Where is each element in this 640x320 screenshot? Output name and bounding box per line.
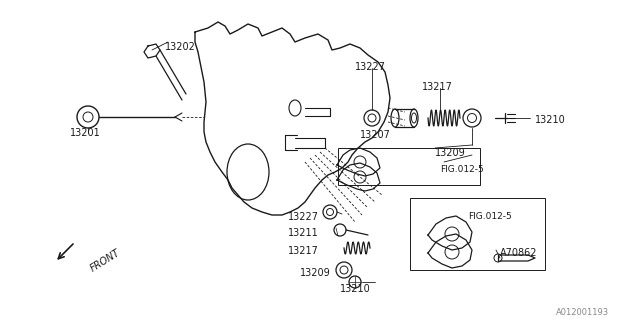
Text: FIG.012-5: FIG.012-5 bbox=[468, 212, 512, 221]
Text: FIG.012-5: FIG.012-5 bbox=[440, 165, 484, 174]
Text: 13210: 13210 bbox=[340, 284, 371, 294]
Text: A012001193: A012001193 bbox=[556, 308, 609, 317]
Text: 13202: 13202 bbox=[165, 42, 196, 52]
Text: 13209: 13209 bbox=[300, 268, 331, 278]
Text: A70862: A70862 bbox=[500, 248, 538, 258]
Text: 13217: 13217 bbox=[288, 246, 319, 256]
Text: 13227: 13227 bbox=[355, 62, 386, 72]
Text: 13209: 13209 bbox=[435, 148, 466, 158]
Text: 13217: 13217 bbox=[422, 82, 453, 92]
Text: 13227: 13227 bbox=[288, 212, 319, 222]
Text: 13210: 13210 bbox=[535, 115, 566, 125]
Text: 13201: 13201 bbox=[70, 128, 100, 138]
Text: FRONT: FRONT bbox=[88, 248, 122, 274]
Text: 13207: 13207 bbox=[360, 130, 391, 140]
Text: 13211: 13211 bbox=[288, 228, 319, 238]
